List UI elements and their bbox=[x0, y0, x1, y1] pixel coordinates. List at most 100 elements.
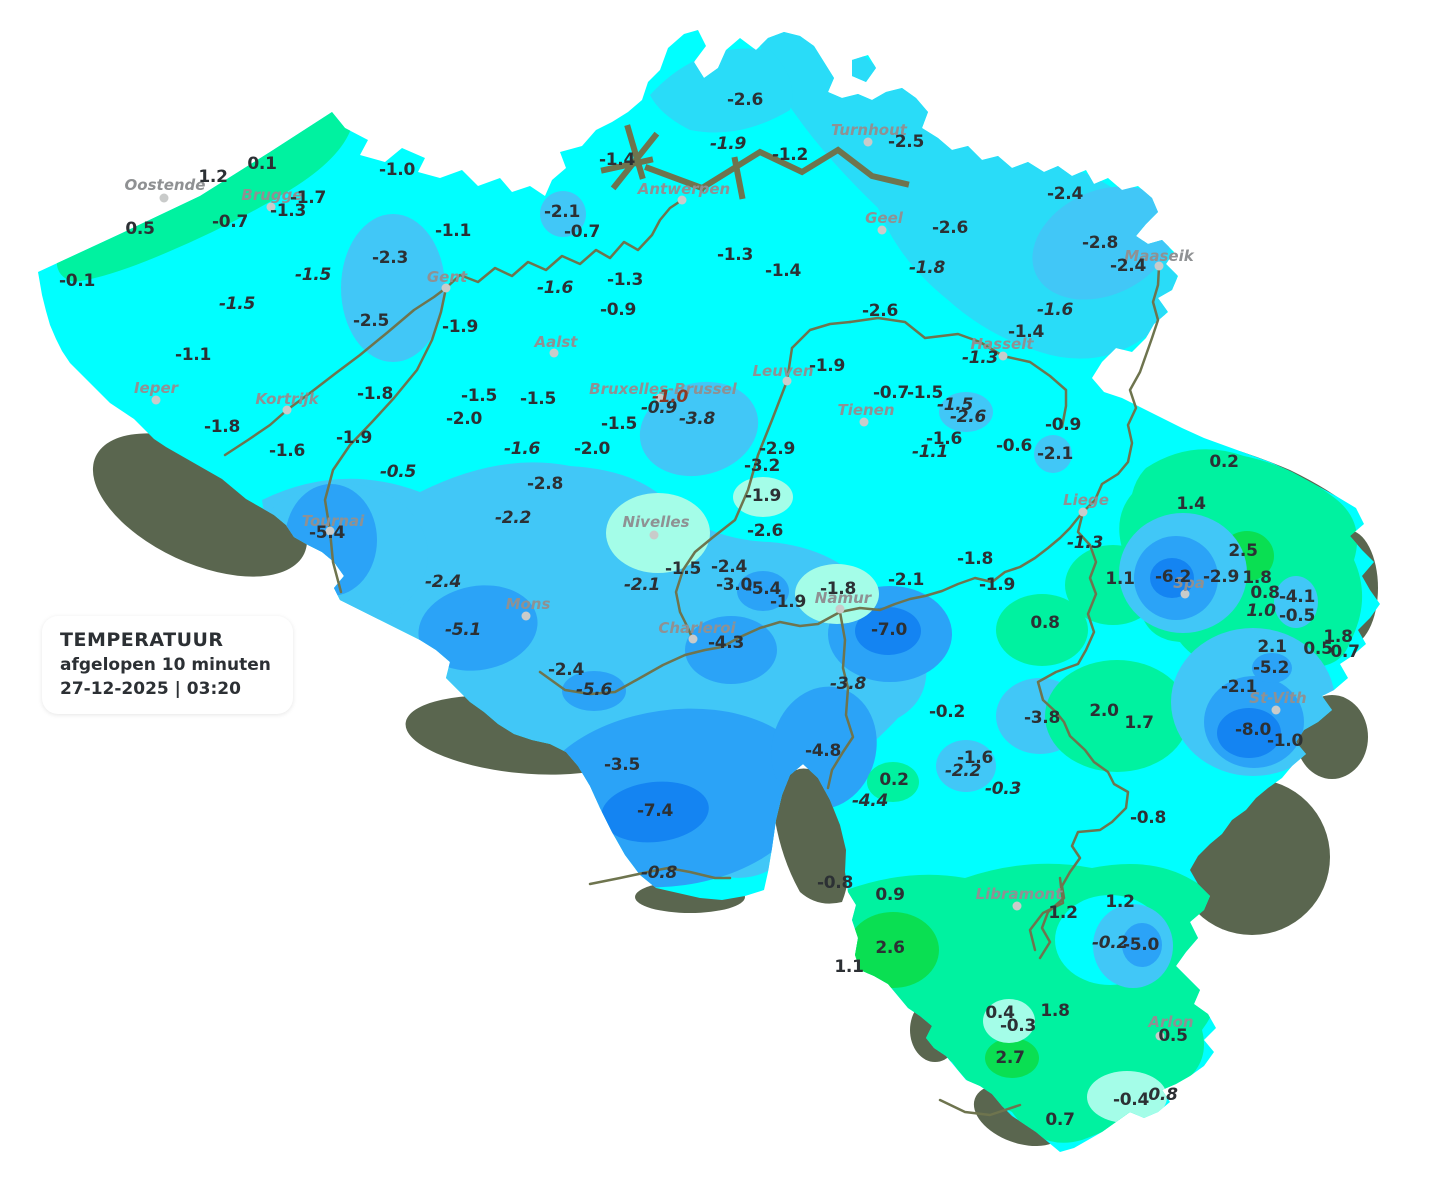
region-mons-core bbox=[418, 585, 538, 671]
city-label: Geel bbox=[865, 209, 903, 227]
temp-reading: 2.1 bbox=[1257, 637, 1287, 657]
temp-reading: 2.0 bbox=[1089, 701, 1119, 721]
canal-port-6 bbox=[731, 156, 746, 200]
temp-reading: -2.1 bbox=[1221, 677, 1257, 697]
temp-reading: -0.9 bbox=[1045, 415, 1081, 435]
city-dot bbox=[1180, 589, 1190, 599]
city-label: Brugge bbox=[241, 186, 303, 204]
temp-reading: 0.2 bbox=[1209, 452, 1239, 472]
temp-reading: -0.5 bbox=[380, 462, 416, 482]
region-west-flanders bbox=[341, 214, 445, 362]
temp-reading: 0.1 bbox=[247, 154, 277, 174]
temp-reading: -2.6 bbox=[862, 301, 898, 321]
region-south-56 bbox=[562, 671, 626, 711]
temp-reading: -1.5 bbox=[219, 294, 255, 314]
temp-reading: -2.4 bbox=[711, 557, 747, 577]
temp-reading: 0.4 bbox=[985, 1003, 1015, 1023]
temp-reading: -7.4 bbox=[637, 801, 673, 821]
temp-reading: -2.5 bbox=[888, 132, 924, 152]
temp-reading: -7.0 bbox=[871, 620, 907, 640]
city-label: Mons bbox=[505, 595, 551, 613]
temp-reading: -1.6 bbox=[1037, 300, 1073, 320]
river-ourthe bbox=[1036, 510, 1130, 960]
temp-reading: -2.8 bbox=[527, 474, 563, 494]
rivers bbox=[223, 124, 1161, 1117]
temp-reading: -2.0 bbox=[574, 439, 610, 459]
region-74-core bbox=[601, 781, 709, 843]
city-dot bbox=[782, 376, 792, 386]
region-pocket-04 bbox=[983, 999, 1035, 1043]
temp-reading: -2.1 bbox=[544, 202, 580, 222]
temp-reading: -1.3 bbox=[962, 348, 998, 368]
city-label: Nivelles bbox=[622, 513, 690, 531]
temp-reading: -2.4 bbox=[1110, 256, 1146, 276]
temp-reading: -4.8 bbox=[805, 741, 841, 761]
temp-reading: -2.2 bbox=[495, 508, 531, 528]
city-label: Aalst bbox=[534, 333, 578, 351]
river-meuse-namur-liege bbox=[838, 510, 1085, 614]
temp-reading: -1.6 bbox=[504, 439, 540, 459]
city-dot bbox=[151, 395, 161, 405]
region-pocket-neg04 bbox=[1087, 1071, 1167, 1123]
region-50-core bbox=[1122, 923, 1162, 967]
temp-reading: -1.5 bbox=[295, 265, 331, 285]
temp-reading: 0.5 bbox=[1303, 639, 1333, 659]
canal-port-2 bbox=[624, 124, 646, 180]
temp-reading: 1.8 bbox=[1040, 1001, 1070, 1021]
temp-reading: -0.9 bbox=[600, 300, 636, 320]
temp-reading: -2.1 bbox=[888, 570, 924, 590]
temp-reading: -0.7 bbox=[212, 212, 248, 232]
river-meuse-south bbox=[826, 610, 855, 790]
temp-reading: -0.8 bbox=[641, 863, 677, 883]
region-brussels-south bbox=[639, 381, 759, 477]
region-41-spot bbox=[1274, 576, 1318, 628]
city-label: Namur bbox=[814, 589, 872, 607]
city-dot bbox=[688, 634, 698, 644]
canal-port-3 bbox=[600, 156, 654, 174]
temp-reading: 1.2 bbox=[198, 167, 228, 187]
city-label: Hasselt bbox=[970, 335, 1034, 353]
city-label: Antwerpen bbox=[637, 180, 731, 198]
temp-reading: -0.5 bbox=[1279, 606, 1315, 626]
temp-reading: -3.8 bbox=[1024, 708, 1060, 728]
temp-reading: -5.4 bbox=[309, 523, 345, 543]
temp-reading: -1.2 bbox=[772, 145, 808, 165]
temp-reading: -2.1 bbox=[624, 575, 660, 595]
city-dot bbox=[655, 393, 665, 403]
temp-reading: 0.8 bbox=[1030, 613, 1060, 633]
river-scheldt-upper bbox=[323, 286, 448, 594]
temp-reading: 1.2 bbox=[1105, 892, 1135, 912]
city-label: Liege bbox=[1063, 491, 1109, 509]
city-label: Kortrijk bbox=[255, 390, 319, 408]
river-sambre bbox=[538, 610, 842, 696]
temp-reading: 0.2 bbox=[879, 770, 909, 790]
temp-reading: -3.8 bbox=[830, 674, 866, 694]
temp-reading: -1.4 bbox=[1008, 322, 1044, 342]
temp-reading: -1.0 bbox=[1267, 731, 1303, 751]
temp-reading: -1.4 bbox=[599, 150, 635, 170]
temp-reading: -1.6 bbox=[537, 278, 573, 298]
city-dot bbox=[835, 604, 845, 614]
temp-reading: -0.7 bbox=[873, 383, 909, 403]
river-semois-south bbox=[938, 1098, 1022, 1117]
temp-reading: -1.5 bbox=[907, 383, 943, 403]
info-datetime: 27-12-2025 | 03:20 bbox=[60, 679, 241, 699]
temp-reading: 1.1 bbox=[1105, 569, 1135, 589]
temp-reading: -0.6 bbox=[996, 436, 1032, 456]
temp-reading: 1.7 bbox=[1124, 713, 1154, 733]
temp-reading: -1.8 bbox=[204, 417, 240, 437]
city-dot bbox=[549, 348, 559, 358]
temp-reading: 0.9 bbox=[875, 885, 905, 905]
city-label: Tournai bbox=[301, 512, 365, 530]
temp-reading: 0.7 bbox=[1330, 642, 1360, 662]
region-green2-26 bbox=[847, 912, 939, 988]
temp-reading: -4.3 bbox=[708, 633, 744, 653]
city-label: Oostende bbox=[124, 176, 206, 194]
city-label: Gent bbox=[426, 268, 468, 286]
city-dot bbox=[521, 611, 531, 621]
region-ardenne-spot2 bbox=[936, 740, 996, 792]
temp-reading: -2.1 bbox=[1037, 444, 1073, 464]
temp-reading: -1.9 bbox=[710, 134, 746, 154]
temp-reading: -5.6 bbox=[576, 680, 612, 700]
